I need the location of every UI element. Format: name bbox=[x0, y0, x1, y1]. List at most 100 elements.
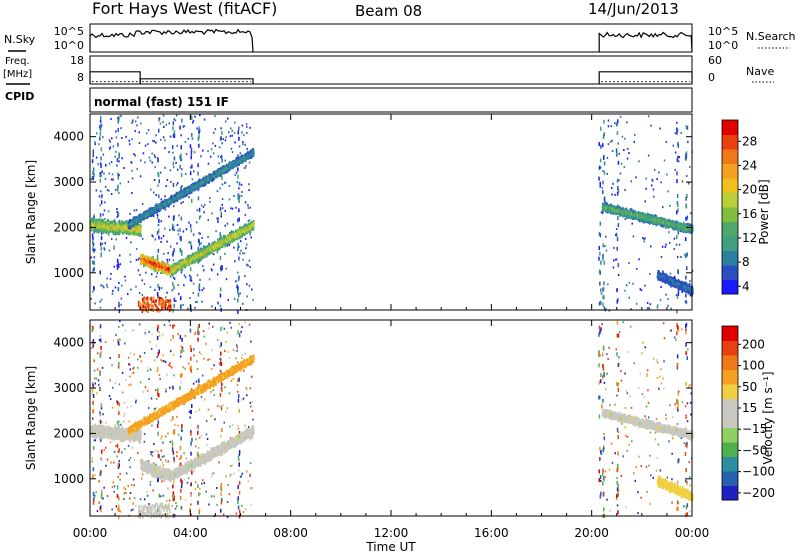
noise-point bbox=[191, 148, 193, 152]
noise-point bbox=[180, 296, 182, 300]
noise-point bbox=[599, 252, 601, 256]
noise-point bbox=[207, 150, 209, 152]
noise-point bbox=[183, 231, 185, 233]
noise-point bbox=[154, 289, 156, 291]
noise-point bbox=[211, 305, 213, 307]
noise-point bbox=[117, 158, 119, 162]
noise-point bbox=[240, 250, 242, 252]
noise-point bbox=[113, 145, 115, 147]
noise-point bbox=[247, 265, 249, 267]
noise-point bbox=[154, 140, 156, 142]
noise-point bbox=[237, 175, 239, 179]
noise-point bbox=[138, 269, 140, 271]
noise-point bbox=[164, 228, 166, 230]
noise-point bbox=[104, 201, 106, 203]
noise-point bbox=[228, 299, 230, 301]
noise-point bbox=[237, 284, 239, 286]
noise-point bbox=[241, 195, 243, 197]
noise-point bbox=[220, 256, 222, 260]
noise-point bbox=[139, 142, 141, 144]
freq-segment bbox=[90, 72, 140, 84]
noise-point bbox=[153, 192, 155, 194]
noise-point bbox=[625, 218, 627, 220]
noise-point bbox=[220, 266, 222, 270]
noise-point bbox=[613, 267, 615, 269]
sky-left-label: N.Sky bbox=[4, 33, 36, 46]
noise-point bbox=[225, 182, 227, 184]
noise-point bbox=[203, 246, 205, 248]
noise-point bbox=[120, 182, 122, 184]
noise-point bbox=[608, 125, 610, 127]
noise-point bbox=[230, 127, 232, 129]
noise-point bbox=[121, 298, 123, 300]
noise-point bbox=[158, 194, 160, 198]
noise-point bbox=[670, 286, 672, 288]
noise-point bbox=[180, 134, 182, 136]
noise-point bbox=[251, 236, 253, 238]
noise-point bbox=[665, 244, 667, 246]
noise-point bbox=[195, 301, 197, 303]
noise-point bbox=[173, 183, 175, 187]
noise-point bbox=[238, 137, 240, 141]
noise-point bbox=[667, 190, 669, 192]
noise-point bbox=[121, 157, 123, 159]
noise-point bbox=[110, 141, 112, 143]
noise-point bbox=[180, 248, 182, 250]
noise-point bbox=[92, 159, 94, 163]
noise-point bbox=[210, 156, 212, 158]
noise-point bbox=[657, 305, 659, 307]
noise-point bbox=[242, 303, 244, 305]
noise-point bbox=[225, 210, 227, 212]
noise-point bbox=[199, 233, 201, 235]
noise-point bbox=[99, 204, 101, 206]
noise-point bbox=[228, 131, 230, 133]
noise-point bbox=[600, 127, 602, 131]
noise-point bbox=[116, 238, 118, 240]
noise-point bbox=[607, 173, 609, 175]
noise-point bbox=[665, 294, 667, 296]
range-cell bbox=[122, 222, 124, 225]
noise-point bbox=[190, 224, 192, 228]
noise-point bbox=[191, 246, 193, 250]
noise-point bbox=[155, 134, 157, 136]
noise-point bbox=[140, 159, 142, 161]
range-cell bbox=[99, 222, 101, 225]
noise-point bbox=[105, 164, 107, 166]
noise-point bbox=[132, 177, 134, 179]
noise-point bbox=[673, 145, 675, 147]
noise-point bbox=[610, 141, 612, 143]
noise-point bbox=[191, 165, 193, 169]
noise-point bbox=[603, 281, 605, 285]
noise-point bbox=[100, 162, 102, 164]
noise-point bbox=[99, 125, 101, 127]
noise-point bbox=[181, 254, 183, 256]
noise-point bbox=[241, 191, 243, 193]
noise-point bbox=[632, 223, 634, 225]
range-cell bbox=[117, 226, 119, 229]
noise-point bbox=[611, 194, 613, 196]
noise-point bbox=[234, 122, 236, 124]
noise-point bbox=[246, 126, 248, 128]
noise-point bbox=[193, 234, 195, 236]
freq-panel-frame bbox=[90, 56, 692, 84]
noise-point bbox=[172, 253, 174, 257]
noise-point bbox=[198, 293, 200, 297]
noise-point bbox=[101, 299, 103, 301]
noise-point bbox=[157, 214, 159, 216]
noise-point bbox=[684, 254, 686, 256]
noise-point bbox=[111, 137, 113, 139]
noise-point bbox=[203, 211, 205, 213]
range-cell bbox=[93, 224, 95, 227]
noise-point bbox=[218, 218, 220, 220]
range-cell bbox=[108, 233, 110, 236]
noise-point bbox=[172, 282, 174, 286]
noise-point bbox=[198, 126, 200, 130]
noise-point bbox=[100, 242, 102, 246]
noise-point bbox=[101, 124, 103, 128]
noise-point bbox=[201, 301, 203, 303]
noise-point bbox=[614, 194, 616, 196]
noise-point bbox=[112, 290, 114, 292]
noise-point bbox=[157, 292, 159, 296]
noise-point bbox=[181, 217, 183, 221]
noise-point bbox=[120, 115, 122, 117]
